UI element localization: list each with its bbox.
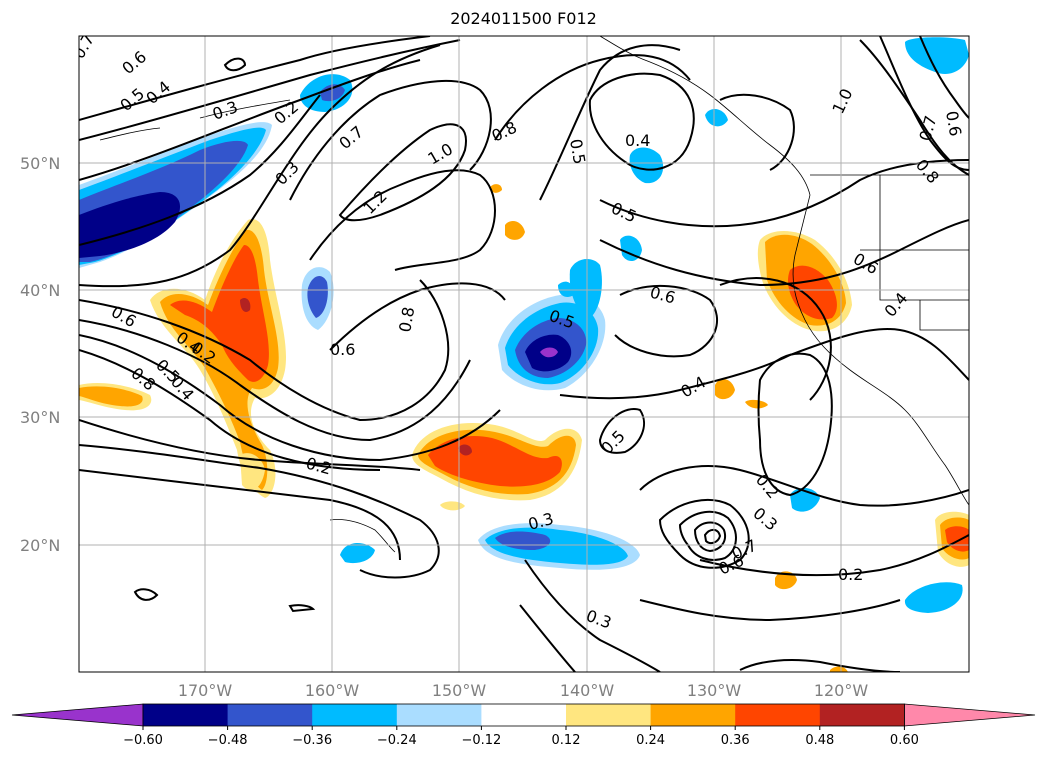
colorbar-tick-label: 0.60 [890,733,919,748]
lat-label-40n: 40°N [20,281,60,300]
colorbar-segment [312,704,398,726]
lon-label-150w: 150°W [432,681,487,700]
contour-label: 0.5 [566,137,589,165]
lon-label-170w: 170°W [178,681,233,700]
colorbar-tick-label: −0.60 [123,733,163,748]
lon-label-130w: 130°W [687,681,742,700]
latitude-labels: 50°N 40°N 30°N 20°N [20,154,60,555]
colorbar-segment [650,704,736,726]
colorbar-tick-label: 0.12 [552,733,581,748]
contour-label: 0.6 [942,109,965,137]
lon-label-160w: 160°W [305,681,360,700]
graticule [79,36,969,672]
colorbar-tick-label: 0.48 [805,733,834,748]
colorbar-segment [819,704,905,726]
lat-label-50n: 50°N [20,154,60,173]
lon-label-120w: 120°W [814,681,869,700]
colorbar: −0.60 −0.48 −0.36 −0.24 −0.12 0.12 0.24 0.36 0.4… [11,703,1036,748]
longitude-labels: 170°W 160°W 150°W 140°W 130°W 120°W [178,681,869,700]
colorbar-segment [566,704,652,726]
colorbar-extend-min [11,703,144,727]
colorbar-segment [143,704,229,726]
colorbar-tick-label: −0.48 [208,733,248,748]
contour-label: 0.2 [838,565,863,584]
colorbar-tick-label: −0.12 [461,733,501,748]
colorbar-segment [396,704,482,726]
colorbar-frame [142,703,905,727]
colorbar-tick-label: −0.36 [292,733,332,748]
coastlines [99,36,969,613]
colorbar-segment [481,704,567,726]
contour-label: 0.6 [330,340,355,359]
colorbar-segment [735,704,821,726]
colorbar-tick-label: 0.36 [721,733,750,748]
plot-frame [78,35,970,673]
colorbar-extend-max [904,703,1036,727]
colorbar-tick-label: −0.24 [377,733,417,748]
lat-label-20n: 20°N [20,536,60,555]
colorbar-segment [227,704,313,726]
colorbar-tick-label: 0.24 [636,733,665,748]
contour-label: 0.4 [625,131,650,150]
lat-label-30n: 30°N [20,408,60,427]
contour-label: 0.8 [395,305,418,333]
lon-label-140w: 140°W [560,681,615,700]
map-title: 2024011500 F012 [450,9,597,28]
